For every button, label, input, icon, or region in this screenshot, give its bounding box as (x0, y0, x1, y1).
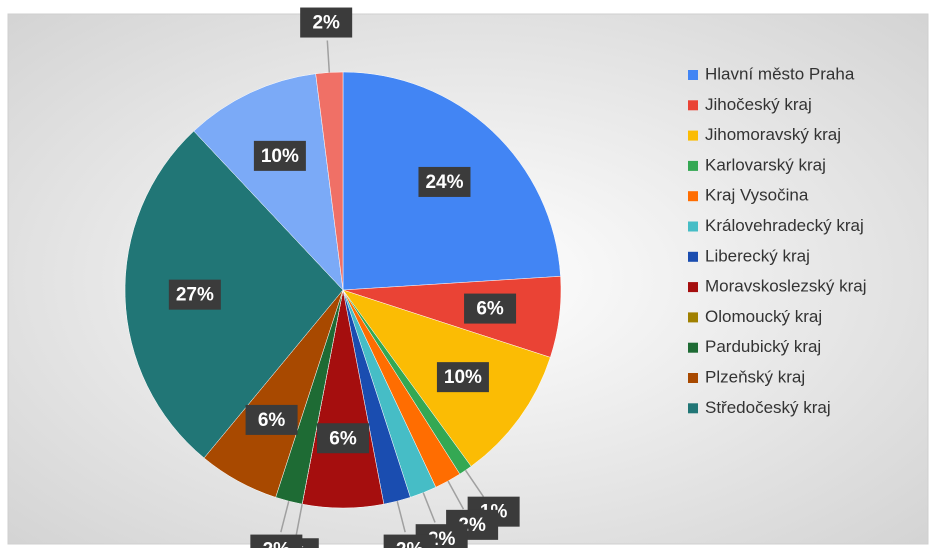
leader-line (464, 469, 485, 498)
legend-swatch (688, 221, 698, 232)
legend-swatch (688, 251, 698, 262)
leader-line (396, 500, 406, 533)
leader-line (422, 492, 436, 523)
data-label: 6% (329, 428, 357, 449)
legend-swatch (688, 282, 698, 293)
leader-line (280, 500, 290, 533)
legend-label: Karlovarský kraj (705, 155, 826, 174)
legend-swatch (688, 191, 698, 202)
data-label: 6% (476, 299, 504, 320)
leader-line (326, 40, 331, 73)
legend-label: Jihočeský kraj (705, 95, 812, 114)
data-label-box (418, 166, 471, 197)
data-label: 6% (258, 410, 286, 431)
data-label-box (245, 404, 298, 435)
legend-swatch (688, 100, 698, 111)
legend-swatch (688, 130, 698, 141)
legend-label: Jihomoravský kraj (705, 125, 841, 144)
data-label: 10% (444, 367, 482, 388)
leader-line (295, 503, 303, 536)
data-label: 27% (176, 285, 214, 306)
data-label: 10% (261, 146, 299, 167)
legend-swatch (688, 312, 698, 323)
data-label: 2% (396, 540, 424, 548)
pie-slice (124, 130, 344, 459)
leader-line (447, 480, 465, 510)
legend-swatch (688, 160, 698, 171)
data-label-box (317, 423, 369, 454)
legend-label: Královehradecký kraj (705, 216, 864, 235)
legend-label: Kraj Vysočina (705, 186, 809, 205)
data-label-box (436, 362, 489, 393)
legend-label: Olomoucký kraj (705, 307, 822, 326)
legend-label: Pardubický kraj (705, 337, 821, 356)
legend-label: Liberecký kraj (705, 246, 810, 265)
legend-swatch (688, 403, 698, 414)
legend-label: Plzeňský kraj (705, 367, 805, 386)
legend-swatch (688, 342, 698, 353)
legend-label: Moravskoslezský kraj (705, 277, 867, 296)
data-label: 2% (312, 13, 340, 34)
data-label: 2% (263, 540, 291, 548)
legend-swatch (688, 373, 698, 383)
legend-label: Hlavní město Praha (705, 64, 855, 83)
legend-label: Středočeský kraj (705, 398, 831, 417)
data-label-box (253, 140, 306, 171)
data-label: 24% (425, 172, 463, 193)
pie-slice (193, 73, 344, 291)
data-label-box (464, 293, 517, 324)
data-label-box (300, 7, 353, 38)
legend-swatch (688, 70, 698, 80)
data-label-box (168, 279, 221, 310)
